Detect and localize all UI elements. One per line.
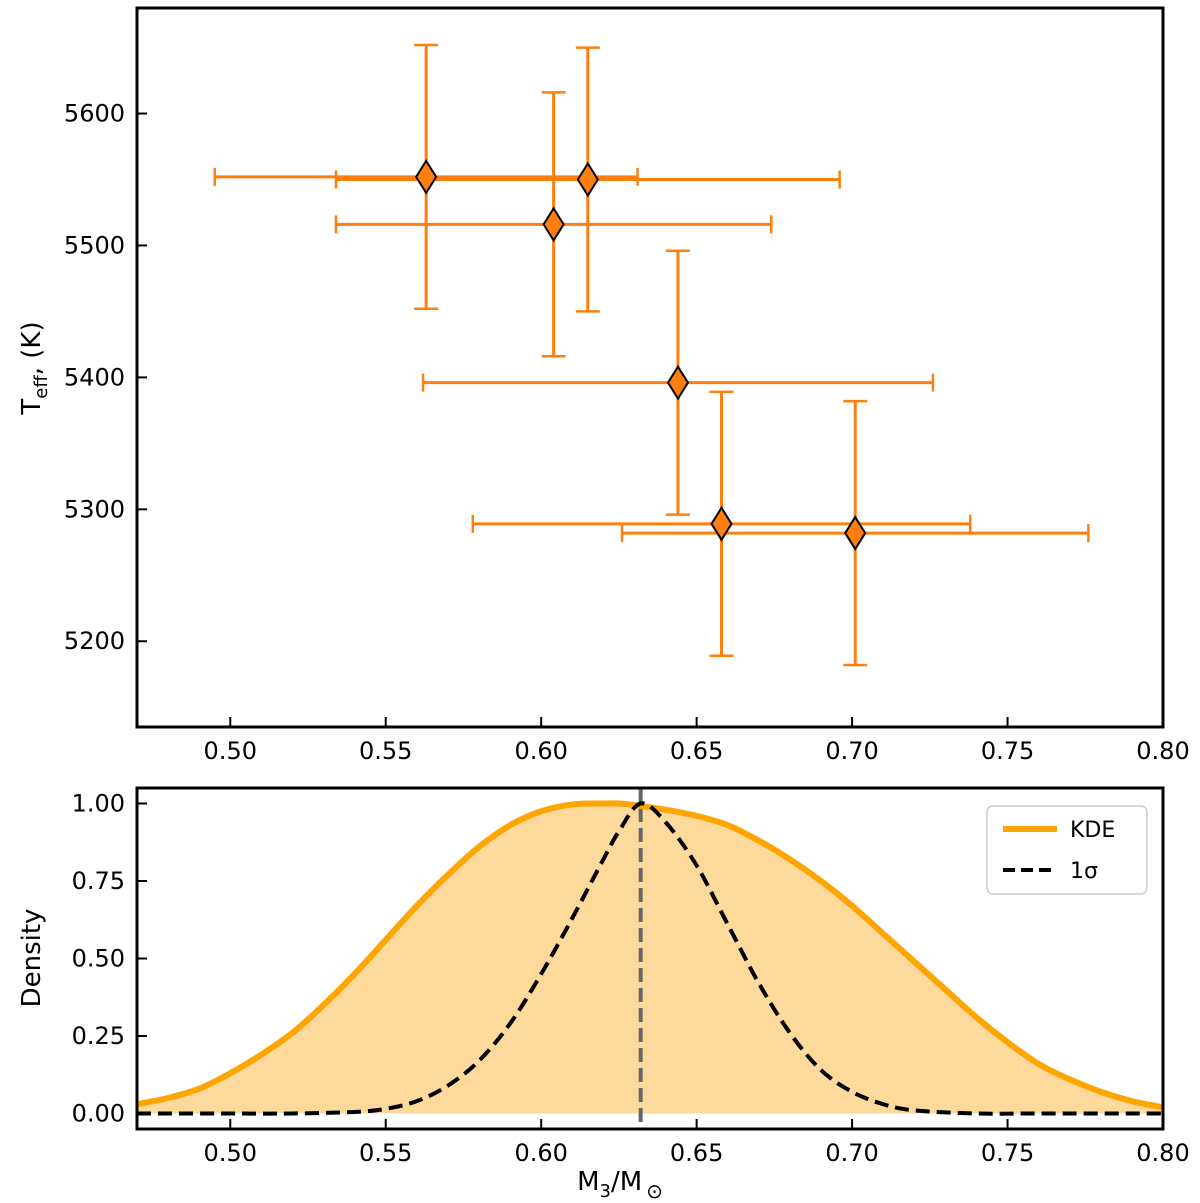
x-tick-label: 0.50: [204, 737, 257, 765]
x-tick-label: 0.65: [670, 1139, 723, 1167]
density-panel: 0.50 0.55 0.60 0.65 0.70 0.75 0.80 0.00 0.25 0.5…: [17, 786, 1190, 1203]
x-tick-label: 0.50: [204, 1139, 257, 1167]
bottom-y-axis-label: Density: [17, 909, 47, 1008]
top-y-axis: 5200 5300 5400 5500 5600: [64, 100, 147, 655]
legend-kde-label: KDE: [1070, 818, 1115, 843]
x-tick-label: 0.80: [1136, 1139, 1189, 1167]
y-tick-label: 5400: [64, 363, 125, 391]
top-x-axis: 0.50 0.55 0.60 0.65 0.70 0.75 0.80: [204, 717, 1190, 765]
x-tick-label: 0.65: [670, 737, 723, 765]
bottom-y-axis: 0.00 0.25 0.50 0.75 1.00: [72, 790, 147, 1128]
data-point-diamond: [844, 515, 867, 551]
data-point-diamond: [414, 158, 438, 195]
y-tick-label: 0.50: [72, 945, 125, 973]
y-tick-label: 0.00: [72, 1100, 125, 1128]
x-tick-label: 0.60: [514, 737, 567, 765]
y-tick-label: 0.75: [72, 867, 125, 895]
y-tick-label: 1.00: [72, 790, 125, 818]
data-point-diamond: [576, 161, 599, 198]
data-point-diamond: [542, 206, 565, 243]
x-tick-label: 0.60: [514, 1139, 567, 1167]
legend: KDE 1σ: [986, 805, 1148, 895]
bottom-x-axis-label: M3/M ⊙: [577, 1167, 663, 1203]
top-plot-frame: [135, 6, 1165, 729]
x-tick-label: 0.80: [1136, 737, 1189, 765]
marker-group: [414, 158, 867, 551]
legend-box: [986, 805, 1148, 895]
kde-fill-area: [137, 803, 1163, 1114]
y-tick-label: 5200: [64, 627, 125, 655]
one-sigma-curve: [136, 801, 1163, 1116]
x-tick-label: 0.70: [825, 737, 878, 765]
y-tick-label: 5500: [64, 231, 125, 259]
x-tick-label: 0.55: [359, 1139, 412, 1167]
x-tick-label: 0.75: [981, 1139, 1034, 1167]
bottom-x-axis: 0.50 0.55 0.60 0.65 0.70 0.75 0.80: [204, 1119, 1190, 1167]
x-tick-label: 0.75: [981, 737, 1034, 765]
errorbar-group: [213, 43, 1090, 667]
x-tick-label: 0.70: [825, 1139, 878, 1167]
x-tick-label: 0.55: [359, 737, 412, 765]
data-point-diamond: [666, 364, 690, 401]
y-tick-label: 5600: [64, 100, 125, 128]
top-y-axis-label: Teff, (K): [17, 321, 52, 415]
y-tick-label: 0.25: [72, 1022, 125, 1050]
legend-sigma-label: 1σ: [1070, 859, 1098, 884]
y-tick-label: 5300: [64, 495, 125, 523]
teff-mass-panel: 0.50 0.55 0.60 0.65 0.70 0.75 0.80 5200 5300 540…: [17, 6, 1190, 765]
data-point-diamond: [710, 505, 733, 542]
